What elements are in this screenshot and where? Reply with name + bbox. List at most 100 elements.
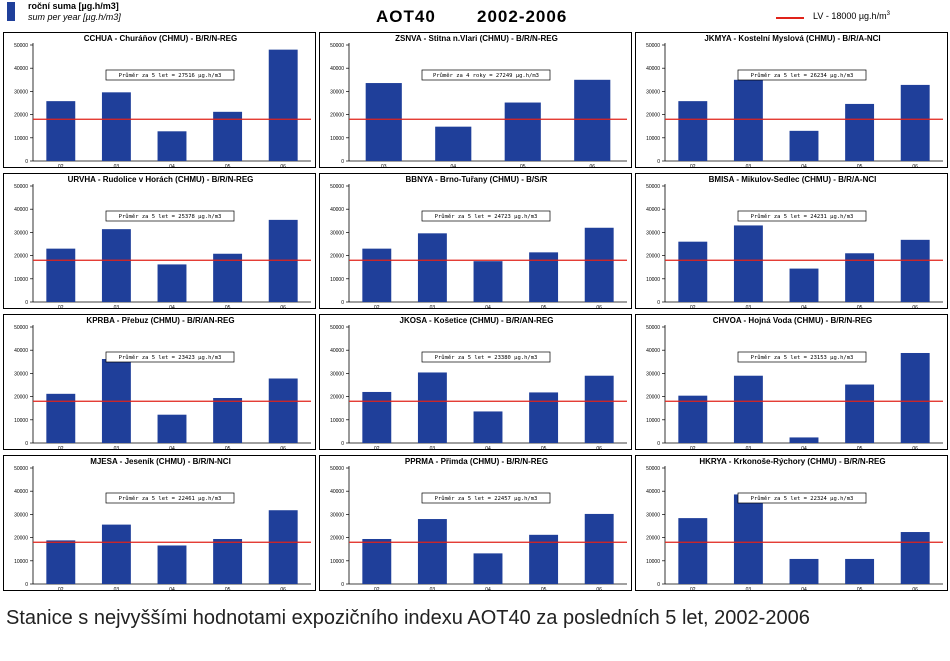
y-tick-label: 10000 bbox=[646, 559, 660, 565]
bar bbox=[678, 395, 708, 443]
y-tick-label: 10000 bbox=[330, 418, 344, 424]
y-tick-label: 0 bbox=[25, 300, 28, 306]
y-tick-label: 0 bbox=[341, 441, 344, 447]
chart-title: BBNYA - Brno-Tuřany (CHMU) - B/S/R bbox=[406, 175, 548, 184]
bar bbox=[900, 84, 930, 161]
x-tick-label: 05 bbox=[857, 305, 863, 310]
annotation-box bbox=[421, 492, 551, 504]
bar bbox=[435, 126, 472, 161]
x-tick-label: 06 bbox=[596, 446, 602, 451]
annotation-text: Průměr za 5 let = 27516 µg.h/m3 bbox=[119, 72, 222, 79]
y-tick-label: 10000 bbox=[646, 418, 660, 424]
bar bbox=[529, 392, 559, 443]
y-tick-label: 0 bbox=[25, 159, 28, 165]
x-tick-label: 02 bbox=[690, 446, 696, 451]
bar bbox=[473, 261, 503, 302]
chart-title: JKMYA - Kostelní Myslová (CHMU) - B/R/A-… bbox=[704, 34, 880, 43]
chart-svg: KPRBA - Přebuz (CHMU) - B/R/AN-REG 0 10000… bbox=[14, 316, 311, 451]
x-tick-label: 05 bbox=[225, 587, 231, 592]
y-tick-label: 30000 bbox=[330, 89, 344, 95]
legend-lv-sup: 3 bbox=[886, 11, 890, 17]
station-chart-4: URVHA - Rudolice v Horách (CHMU) - B/R/N… bbox=[3, 173, 316, 310]
x-tick-label: 04 bbox=[169, 587, 175, 592]
bar bbox=[362, 391, 392, 443]
y-tick-label: 0 bbox=[657, 300, 660, 306]
x-tick-label: 03 bbox=[746, 587, 752, 592]
y-tick-label: 10000 bbox=[330, 559, 344, 565]
annotation-box bbox=[421, 210, 551, 222]
x-tick-label: 02 bbox=[58, 164, 64, 169]
bar bbox=[46, 393, 76, 443]
station-chart-6: BMISA - Mikulov-Sedlec (CHMU) - B/R/A-NC… bbox=[635, 173, 948, 310]
x-tick-label: 04 bbox=[450, 164, 456, 169]
annotation-box bbox=[105, 69, 235, 81]
y-tick-label: 0 bbox=[25, 582, 28, 588]
bar bbox=[417, 519, 447, 584]
bar bbox=[157, 264, 187, 302]
bar bbox=[584, 513, 614, 584]
y-tick-label: 40000 bbox=[14, 489, 28, 495]
y-tick-label: 30000 bbox=[14, 512, 28, 518]
bar bbox=[268, 219, 298, 302]
chart-svg: CCHUA - Churáňov (CHMU) - B/R/N-REG 0 1000… bbox=[14, 34, 311, 169]
x-tick-label: 02 bbox=[690, 305, 696, 310]
bar bbox=[584, 375, 614, 443]
y-tick-label: 10000 bbox=[330, 277, 344, 283]
bar bbox=[213, 397, 243, 443]
bar bbox=[574, 79, 611, 161]
bar bbox=[900, 239, 930, 302]
chart-title: ZSNVA - Stitna n.Vlari (CHMU) - B/R/N-RE… bbox=[395, 34, 558, 43]
annotation-text: Průměr za 5 let = 26234 µg.h/m3 bbox=[751, 72, 854, 79]
y-tick-label: 20000 bbox=[646, 113, 660, 119]
chart-title: JKOSA - Košetice (CHMU) - B/R/AN-REG bbox=[400, 316, 554, 325]
x-tick-label: 06 bbox=[596, 305, 602, 310]
bar bbox=[845, 253, 875, 302]
y-tick-label: 30000 bbox=[330, 230, 344, 236]
annotation-text: Průměr za 5 let = 23380 µg.h/m3 bbox=[435, 354, 538, 361]
legend-lv-text: LV - 18000 µg.h/m bbox=[813, 11, 887, 21]
x-tick-label: 03 bbox=[381, 164, 387, 169]
station-chart-8: JKOSA - Košetice (CHMU) - B/R/AN-REG 0 100… bbox=[319, 314, 632, 451]
y-tick-label: 10000 bbox=[14, 277, 28, 283]
y-tick-label: 50000 bbox=[14, 184, 28, 190]
y-tick-label: 40000 bbox=[14, 348, 28, 354]
annotation-box bbox=[737, 492, 867, 504]
y-tick-label: 10000 bbox=[14, 136, 28, 142]
chart-svg: BBNYA - Brno-Tuřany (CHMU) - B/S/R 0 10000… bbox=[330, 175, 627, 310]
bar bbox=[268, 510, 298, 584]
chart-svg: MJESA - Jeseník (CHMU) - B/R/N-NCI 0 10000… bbox=[14, 457, 311, 592]
chart-svg: PPRMA - Přimda (CHMU) - B/R/N-REG 0 10000 2… bbox=[330, 457, 627, 592]
x-tick-label: 05 bbox=[541, 446, 547, 451]
y-tick-label: 50000 bbox=[330, 325, 344, 331]
station-chart-2: ZSNVA - Stitna n.Vlari (CHMU) - B/R/N-RE… bbox=[319, 32, 632, 169]
x-tick-label: 02 bbox=[690, 164, 696, 169]
y-tick-label: 40000 bbox=[646, 207, 660, 213]
annotation-box bbox=[737, 351, 867, 363]
station-chart-10: MJESA - Jeseník (CHMU) - B/R/N-NCI 0 10000… bbox=[3, 455, 316, 592]
bar bbox=[584, 227, 614, 302]
y-tick-label: 0 bbox=[341, 300, 344, 306]
x-tick-label: 04 bbox=[169, 305, 175, 310]
legend-lv-label: LV - 18000 µg.h/m3 bbox=[813, 11, 890, 21]
x-tick-label: 06 bbox=[280, 587, 286, 592]
x-tick-label: 06 bbox=[280, 305, 286, 310]
y-tick-label: 0 bbox=[657, 159, 660, 165]
annotation-text: Průměr za 5 let = 25378 µg.h/m3 bbox=[119, 213, 222, 220]
annotation-text: Průměr za 5 let = 23153 µg.h/m3 bbox=[751, 354, 854, 361]
bar bbox=[900, 532, 930, 584]
y-tick-label: 20000 bbox=[330, 113, 344, 119]
bar bbox=[678, 518, 708, 584]
x-tick-label: 05 bbox=[541, 305, 547, 310]
y-tick-label: 40000 bbox=[646, 489, 660, 495]
bar bbox=[46, 248, 76, 302]
bar bbox=[733, 375, 763, 443]
x-tick-label: 06 bbox=[589, 164, 595, 169]
y-tick-label: 30000 bbox=[14, 89, 28, 95]
chart-svg: URVHA - Rudolice v Horách (CHMU) - B/R/N… bbox=[14, 175, 311, 310]
annotation-box bbox=[421, 351, 551, 363]
bar bbox=[678, 101, 708, 161]
y-tick-label: 20000 bbox=[646, 395, 660, 401]
x-tick-label: 04 bbox=[485, 587, 491, 592]
y-tick-label: 10000 bbox=[646, 136, 660, 142]
bar bbox=[845, 384, 875, 443]
